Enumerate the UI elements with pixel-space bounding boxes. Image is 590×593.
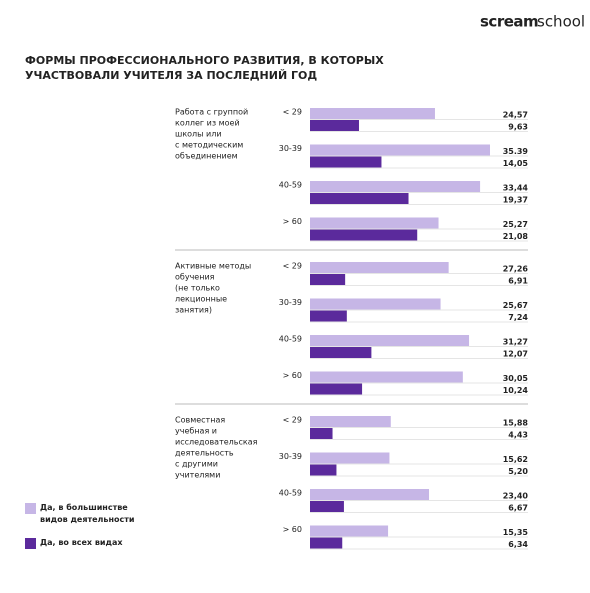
category-label: < 29 <box>283 262 302 271</box>
bar <box>310 108 435 119</box>
category-label: 40-59 <box>279 181 302 190</box>
bar <box>310 537 343 549</box>
value-label: 6,67 <box>508 504 528 513</box>
bar <box>310 217 439 229</box>
group-label: объединением <box>175 152 238 161</box>
legend-label: Да, в большинстве видов деятельности <box>40 503 135 524</box>
value-label: 10,24 <box>503 386 529 395</box>
value-label: 14,05 <box>503 159 529 168</box>
legend-label: Да, во всех видах <box>40 538 123 547</box>
group-label: Работа с группой <box>175 108 248 117</box>
group-label: учебная и <box>175 427 217 436</box>
group-label: с другими <box>175 460 218 469</box>
group-label: исследовательская <box>175 438 258 447</box>
group-label: обучения <box>175 273 215 282</box>
brand-first: scream <box>480 13 538 31</box>
value-label: 15,62 <box>503 455 528 464</box>
category-label: 40-59 <box>279 489 302 498</box>
bar <box>310 416 391 427</box>
value-label: 15,88 <box>503 419 529 428</box>
value-label: 6,34 <box>508 540 528 549</box>
value-label: 12,07 <box>503 350 528 359</box>
bar <box>310 335 470 346</box>
bar <box>310 193 409 204</box>
group-label: Совместная <box>175 416 225 425</box>
category-label: 30-39 <box>279 144 302 153</box>
value-label: 33,44 <box>503 184 529 193</box>
chart-title: УЧАСТВОВАЛИ УЧИТЕЛЯ ЗА ПОСЛЕДНИЙ ГОД <box>25 69 317 82</box>
bar <box>310 156 382 168</box>
bar <box>310 489 430 500</box>
value-label: 35.39 <box>503 147 529 156</box>
value-label: 6,91 <box>508 277 528 286</box>
bar <box>310 120 359 131</box>
group-label: лекционные <box>175 295 227 304</box>
group-label: Активные методы <box>175 262 251 271</box>
value-label: 25,67 <box>503 301 528 310</box>
bar <box>310 371 463 383</box>
value-label: 19,37 <box>503 196 528 205</box>
value-label: 9,63 <box>508 123 528 132</box>
category-label: > 60 <box>283 525 302 534</box>
bar <box>310 452 390 464</box>
bar <box>310 262 449 273</box>
category-label: 30-39 <box>279 452 302 461</box>
group-label: деятельность <box>175 449 234 458</box>
bar <box>310 383 363 395</box>
brand-second: school <box>537 13 585 31</box>
category-label: 40-59 <box>279 335 302 344</box>
value-label: 27,26 <box>503 265 529 274</box>
legend-swatch <box>25 538 36 549</box>
value-label: 25,27 <box>503 220 528 229</box>
value-label: 23,40 <box>503 492 529 501</box>
value-label: 21,08 <box>503 232 529 241</box>
bar <box>310 229 418 241</box>
bar <box>310 525 389 537</box>
group-label: (не только <box>175 284 220 293</box>
value-label: 4,43 <box>508 431 528 440</box>
category-label: > 60 <box>283 217 302 226</box>
group-label: с методическим <box>175 141 243 150</box>
value-label: 7,24 <box>508 313 528 322</box>
value-label: 31,27 <box>503 338 528 347</box>
value-label: 30,05 <box>503 374 529 383</box>
group-label: занятия) <box>175 306 212 315</box>
bar <box>310 428 333 439</box>
bar <box>310 298 441 310</box>
bar <box>310 144 490 156</box>
bar <box>310 347 372 358</box>
bar <box>310 464 337 476</box>
category-label: < 29 <box>283 108 302 117</box>
group-label: школы или <box>175 130 222 139</box>
category-label: < 29 <box>283 416 302 425</box>
legend-swatch <box>25 503 36 514</box>
bar <box>310 274 346 285</box>
value-label: 24,57 <box>503 111 528 120</box>
group-label: учителями <box>175 471 220 480</box>
bar <box>310 181 481 192</box>
value-label: 15,35 <box>503 528 529 537</box>
chart-title: ФОРМЫ ПРОФЕССИОНАЛЬНОГО РАЗВИТИЯ, В КОТО… <box>25 54 384 67</box>
bar <box>310 310 347 322</box>
category-label: 30-39 <box>279 298 302 307</box>
category-label: > 60 <box>283 371 302 380</box>
value-label: 5,20 <box>508 467 528 476</box>
bar <box>310 501 344 512</box>
group-label: коллег из моей <box>175 119 240 128</box>
